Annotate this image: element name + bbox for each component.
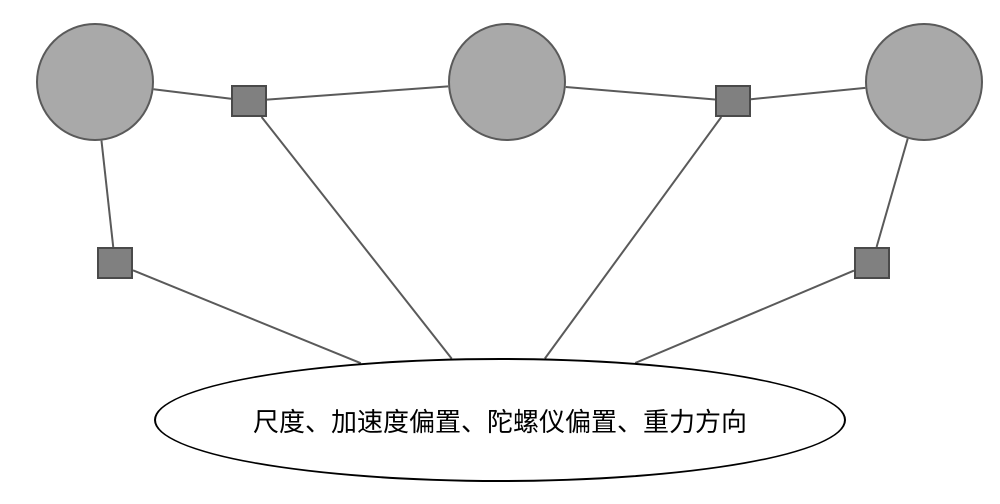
factor-node-square xyxy=(854,247,890,279)
edge xyxy=(877,139,908,247)
edge xyxy=(267,86,448,99)
factor-node-square xyxy=(231,85,267,117)
edge xyxy=(133,270,361,363)
state-node-circle xyxy=(36,23,154,141)
edge xyxy=(566,87,715,100)
state-node-circle xyxy=(448,23,566,141)
params-ellipse: 尺度、加速度偏置、陀螺仪偏置、重力方向 xyxy=(154,358,846,482)
factor-node-square xyxy=(715,85,751,117)
edge xyxy=(635,271,854,363)
params-ellipse-label: 尺度、加速度偏置、陀螺仪偏置、重力方向 xyxy=(253,402,747,439)
edge xyxy=(101,141,113,247)
edge xyxy=(545,117,721,359)
edge xyxy=(262,117,452,359)
edge xyxy=(154,89,231,99)
edge xyxy=(751,88,865,99)
diagram-container: 尺度、加速度偏置、陀螺仪偏置、重力方向 xyxy=(0,0,1000,504)
state-node-circle xyxy=(865,23,983,141)
factor-node-square xyxy=(97,247,133,279)
